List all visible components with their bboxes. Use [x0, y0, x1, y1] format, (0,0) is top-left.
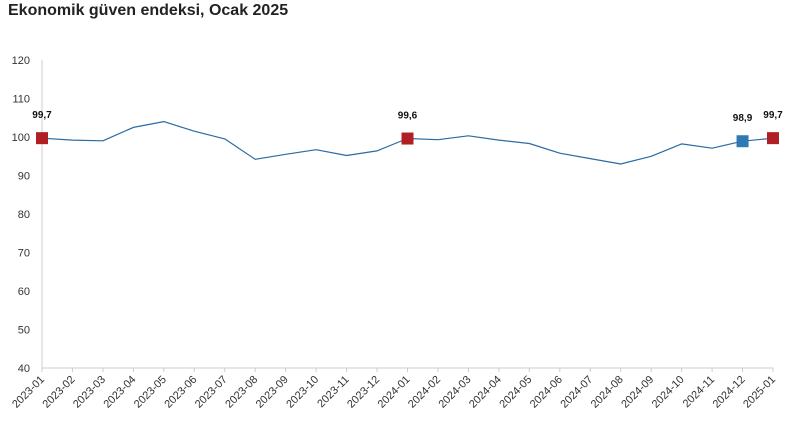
x-tick-label: 2023-05	[132, 374, 169, 411]
x-tick-label: 2023-04	[101, 374, 138, 411]
x-tick-label: 2024-04	[467, 374, 504, 411]
x-tick-label: 2023-08	[223, 374, 260, 411]
y-tick-label: 100	[12, 132, 30, 144]
y-tick-label: 80	[18, 209, 30, 221]
x-tick-label: 2024-10	[650, 374, 687, 411]
highlight-marker	[36, 132, 48, 145]
chart-title: Ekonomik güven endeksi, Ocak 2025	[8, 2, 289, 19]
x-tick-label: 2023-07	[193, 374, 230, 411]
x-tick-label: 2023-01	[10, 374, 47, 411]
highlight-marker	[767, 132, 779, 145]
x-tick-label: 2024-09	[619, 374, 656, 411]
data-label: 99,7	[32, 110, 52, 121]
x-tick-label: 2024-08	[589, 374, 626, 411]
y-tick-label: 50	[18, 325, 30, 337]
x-tick-label: 2025-01	[741, 374, 778, 411]
x-tick-label: 2023-06	[162, 374, 199, 411]
data-label: 98,9	[733, 113, 753, 124]
x-tick-label: 2024-03	[437, 374, 474, 411]
highlight-marker	[401, 132, 414, 145]
x-tick-label: 2024-05	[497, 374, 534, 411]
highlight-markers: 99,7 99,6 98,9 99,7	[32, 110, 783, 148]
x-tick-label: 2023-12	[345, 374, 382, 411]
x-tick-label: 2024-02	[406, 374, 443, 411]
y-tick-label: 110	[12, 94, 30, 106]
data-label: 99,7	[763, 110, 783, 121]
x-tick-label: 2024-12	[711, 374, 748, 411]
x-tick-label: 2023-02	[41, 374, 78, 411]
y-tick-label: 90	[18, 171, 30, 183]
y-axis: 40 50 60 70 80 90 100 110 120	[12, 55, 43, 375]
x-tick-label: 2024-01	[376, 374, 413, 411]
x-tick-label: 2024-07	[558, 374, 595, 411]
x-tick-label: 2023-10	[284, 374, 321, 411]
y-tick-label: 60	[18, 286, 30, 298]
highlight-marker	[736, 135, 749, 148]
x-tick-label: 2023-03	[71, 374, 108, 411]
y-tick-label: 120	[12, 55, 30, 67]
x-tick-label: 2023-09	[254, 374, 291, 411]
data-label: 99,6	[398, 111, 418, 122]
y-tick-label: 70	[18, 248, 30, 260]
x-tick-label: 2024-06	[528, 374, 565, 411]
x-axis: 2023-012023-022023-032023-042023-052023-…	[10, 367, 778, 411]
y-tick-label: 40	[18, 363, 30, 375]
